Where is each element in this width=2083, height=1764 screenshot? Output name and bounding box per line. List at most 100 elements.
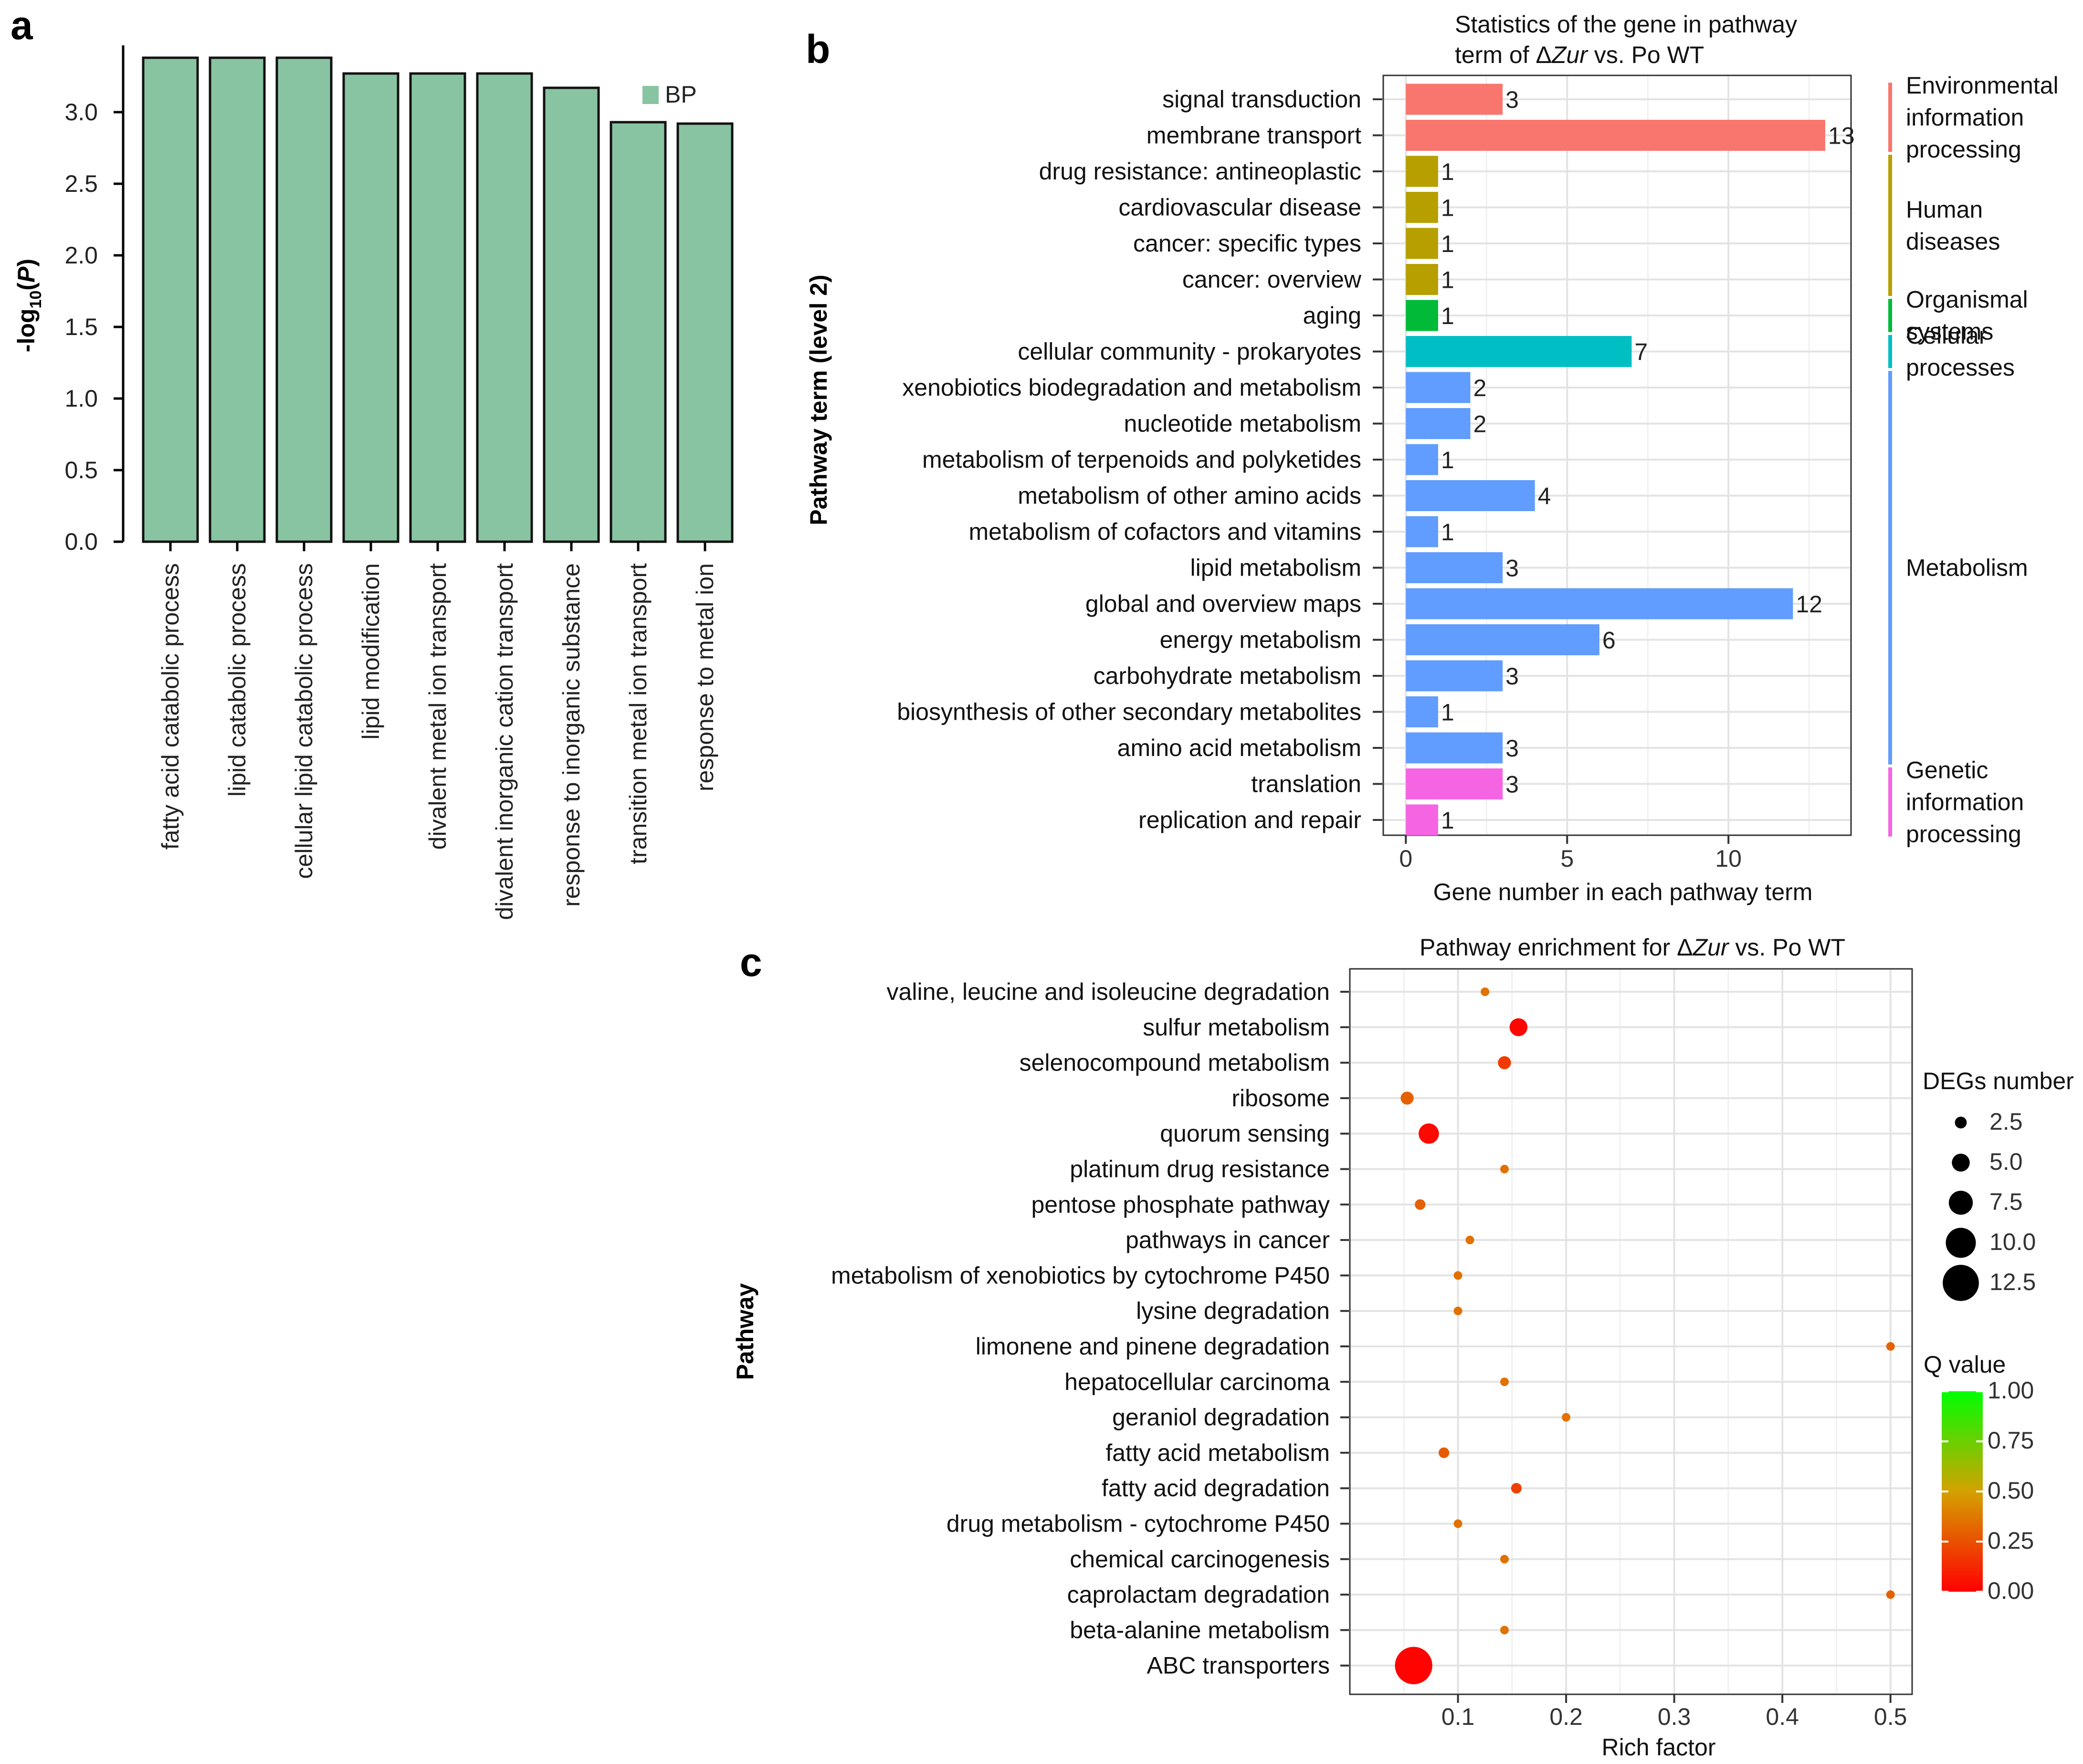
c-size-legend-dot <box>1952 1154 1970 1172</box>
panel-b-letter: b <box>806 27 830 72</box>
b-category-label: drug resistance: antineoplastic <box>1039 158 1361 185</box>
a-y-tick-label: 2.0 <box>64 242 98 269</box>
b-bar <box>1406 696 1438 727</box>
c-x-axis-title: Rich factor <box>1602 1734 1716 1761</box>
b-y-axis-title: Pathway term (level 2) <box>805 274 832 525</box>
b-bar-value-label: 7 <box>1634 339 1648 366</box>
b-x-tick-label: 10 <box>1715 845 1742 872</box>
b-bar <box>1406 264 1438 295</box>
c-point <box>1509 1018 1528 1037</box>
b-bar-value-label: 3 <box>1505 555 1519 582</box>
b-group-label: information <box>1906 104 2024 131</box>
c-category-label: beta-alanine metabolism <box>1070 1617 1330 1643</box>
a-bar <box>543 86 600 543</box>
b-bar <box>1406 804 1438 836</box>
c-point <box>1438 1447 1450 1458</box>
panel-c-bubble-chart: Pathway enrichment for ΔZur vs. Po WT va… <box>732 934 2074 1761</box>
c-category-label: selenocompound metabolism <box>1020 1050 1330 1076</box>
c-size-legend-dot <box>1948 1190 1973 1215</box>
c-color-legend-label: 0.25 <box>1988 1527 2034 1554</box>
a-x-tick-label: lipid modification <box>358 563 384 740</box>
b-category-label: amino acid metabolism <box>1117 735 1361 761</box>
panel-a-bar-chart: 0.0 0.5 1.0 1.5 2.0 2.5 3.0 -log10(P) fatty ac… <box>13 45 734 920</box>
a-bar <box>342 72 400 543</box>
b-bar <box>1406 444 1438 475</box>
b-category-label: carbohydrate metabolism <box>1094 662 1361 689</box>
b-group-label: Environmental <box>1906 72 2059 99</box>
a-y-tick-label: 2.5 <box>64 170 98 197</box>
c-point <box>1498 1056 1511 1070</box>
b-group-label: processing <box>1906 820 2021 847</box>
b-bar-value-label: 1 <box>1441 519 1454 546</box>
c-point <box>1395 1647 1432 1684</box>
c-x-tick-label: 0.3 <box>1658 1703 1691 1730</box>
b-bar-value-label: 1 <box>1441 231 1454 257</box>
c-color-legend-bar <box>1942 1391 1983 1592</box>
b-bar-value-label: 1 <box>1441 447 1454 473</box>
a-bar <box>676 122 734 543</box>
c-color-legend-label: 0.50 <box>1988 1477 2034 1504</box>
b-bar <box>1406 84 1503 115</box>
b-category-label: replication and repair <box>1138 807 1361 833</box>
c-category-label: geraniol degradation <box>1112 1404 1330 1431</box>
a-bar <box>476 72 533 543</box>
c-category-label: metabolism of xenobiotics by cytochrome … <box>831 1262 1330 1289</box>
b-group-label: systems <box>1906 318 1993 345</box>
b-bar-value-label: 13 <box>1828 123 1855 149</box>
c-point <box>1886 1342 1895 1351</box>
b-category-label: translation <box>1251 771 1361 798</box>
b-bar-value-label: 1 <box>1441 807 1454 834</box>
b-bar <box>1406 336 1632 367</box>
b-bar <box>1406 624 1599 655</box>
c-point <box>1562 1413 1571 1422</box>
b-bar <box>1406 300 1438 331</box>
a-y-tick-label: 1.0 <box>64 385 98 412</box>
c-color-legend-label: 0.75 <box>1988 1427 2034 1454</box>
b-bar <box>1406 660 1503 692</box>
c-size-legend-label: 5.0 <box>1989 1148 2023 1175</box>
c-category-label: pentose phosphate pathway <box>1031 1191 1330 1218</box>
a-x-tick-label: fatty acid catabolic process <box>157 563 184 850</box>
a-x-tick-label: divalent metal ion transport <box>424 563 451 850</box>
b-bar-value-label: 1 <box>1441 267 1454 294</box>
b-bar-value-label: 3 <box>1505 663 1519 690</box>
c-title: Pathway enrichment for ΔZur vs. Po WT <box>1420 934 1845 961</box>
b-bar <box>1406 552 1503 583</box>
a-bar <box>610 121 667 543</box>
b-bar-value-label: 3 <box>1505 735 1519 762</box>
a-x-tick-label: cellular lipid catabolic process <box>291 563 317 879</box>
b-bar <box>1406 120 1825 151</box>
c-plot-area <box>1349 968 1913 1695</box>
c-x-tick-label: 0.1 <box>1441 1703 1475 1730</box>
a-y-tick-label: 0.5 <box>64 457 98 483</box>
b-category-label: cellular community - prokaryotes <box>1018 338 1361 365</box>
b-group-label: processes <box>1906 354 2015 381</box>
b-category-label: biosynthesis of other secondary metaboli… <box>897 699 1361 725</box>
c-point <box>1500 1554 1509 1564</box>
c-category-label: lysine degradation <box>1136 1298 1330 1324</box>
b-bar-value-label: 2 <box>1473 375 1486 401</box>
b-bar-value-label: 3 <box>1505 86 1519 113</box>
b-category-label: aging <box>1303 302 1361 329</box>
b-category-label: energy metabolism <box>1160 627 1361 653</box>
c-x-tick-label: 0.2 <box>1549 1703 1583 1730</box>
b-category-label: metabolism of terpenoids and polyketides <box>922 446 1361 473</box>
c-size-legend-label: 12.5 <box>1989 1269 2036 1295</box>
c-point <box>1886 1590 1895 1599</box>
c-category-label: ABC transporters <box>1147 1652 1330 1679</box>
c-x-tick-label: 0.5 <box>1874 1703 1907 1730</box>
c-category-label: platinum drug resistance <box>1070 1156 1330 1183</box>
a-y-tick-label: 0.0 <box>64 528 98 555</box>
c-size-legend-dot <box>1943 1265 1979 1301</box>
c-point <box>1400 1092 1414 1105</box>
b-x-tick-label: 0 <box>1399 845 1412 872</box>
a-y-axis-title: -log10(P) <box>13 259 45 352</box>
b-bar <box>1406 228 1438 259</box>
c-size-legend-label: 10.0 <box>1989 1228 2036 1255</box>
b-bar-value-label: 2 <box>1473 411 1486 438</box>
b-bar-value-label: 6 <box>1602 627 1616 654</box>
b-bar-value-label: 3 <box>1505 771 1519 798</box>
b-bar <box>1406 588 1793 620</box>
a-x-tick-label: divalent inorganic cation transport <box>491 563 518 920</box>
